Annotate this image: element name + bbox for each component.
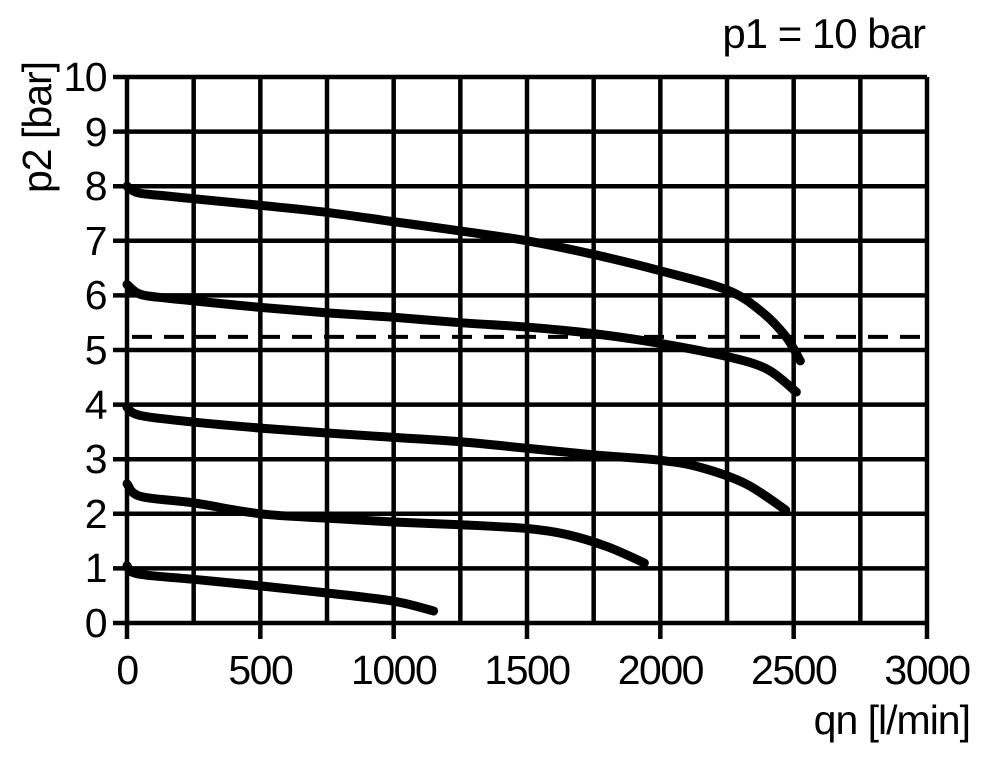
y-tick-label: 8 (84, 163, 108, 210)
chart-title: p1 = 10 bar (722, 10, 926, 57)
y-tick-label: 6 (84, 272, 108, 319)
y-tick-label: 0 (84, 600, 108, 646)
y-tick-label: 7 (84, 217, 108, 264)
x-tick-label: 3000 (884, 647, 971, 693)
curve-4 (122, 479, 649, 568)
y-tick-label: 5 (84, 327, 108, 373)
y-tick-label: 2 (84, 490, 108, 537)
y-tick-label: 10 (63, 54, 107, 100)
x-tick-label: 1000 (351, 647, 438, 693)
y-tick-label: 1 (84, 545, 108, 592)
y-tick-label: 3 (84, 436, 108, 483)
curve-2 (122, 279, 801, 397)
y-tick-label: 9 (84, 108, 108, 155)
x-axis-label: qn [l/min] (813, 697, 971, 743)
y-tick-label: 4 (84, 381, 108, 428)
x-tick-label: 0 (116, 647, 139, 693)
x-tick-label: 500 (228, 647, 293, 693)
x-tick-label: 2500 (751, 647, 838, 693)
x-tick-label: 1500 (484, 647, 571, 693)
x-tick-label: 2000 (617, 647, 705, 693)
curve-1 (122, 181, 805, 366)
curve-3 (122, 402, 791, 515)
curve-5 (122, 561, 439, 616)
